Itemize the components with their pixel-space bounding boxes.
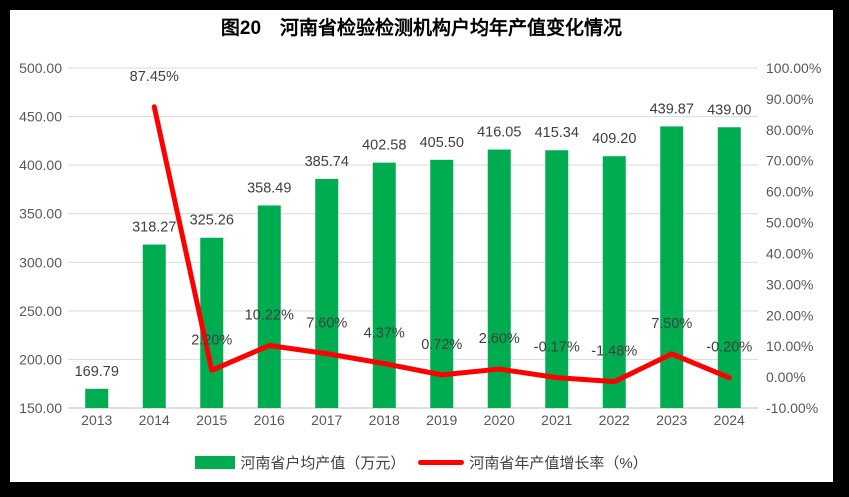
- combo-chart-plot: 500.00 450.00 400.00 350.00 300.00 250.00 200.…: [19, 60, 821, 428]
- legend-item-bar-series: 河南省户均产值（万元）: [195, 452, 405, 473]
- x-axis-label: 2020: [484, 412, 515, 428]
- bar-data-label-2024: 439.00: [707, 102, 751, 118]
- line-data-label-2021: -0.17%: [534, 340, 580, 356]
- right-axis-tick: 80.00%: [766, 122, 813, 138]
- x-axis-label: 2023: [656, 412, 687, 428]
- right-axis-tick: 0.00%: [766, 369, 806, 385]
- bar-2017: [315, 178, 339, 408]
- left-axis-tick: 400.00: [19, 157, 62, 173]
- x-axis-label: 2022: [599, 412, 630, 428]
- right-axis-tick: 10.00%: [766, 338, 813, 354]
- left-axis-tick: 300.00: [19, 254, 62, 270]
- line-data-label-2020: 2.60%: [479, 331, 520, 347]
- left-axis-tick: 150.00: [19, 400, 62, 416]
- bar-data-label-2017: 385.74: [305, 154, 349, 170]
- bar-data-label-2021: 415.34: [535, 125, 579, 141]
- bar-2018: [372, 162, 396, 408]
- x-axis-label: 2013: [81, 412, 112, 428]
- bar-2023: [660, 126, 684, 409]
- bar-2016: [257, 205, 281, 408]
- bar-2024: [717, 127, 741, 408]
- legend-label-line-series: 河南省年产值增长率（%）: [469, 455, 648, 472]
- x-axis-label: 2019: [426, 412, 457, 428]
- right-axis-tick: 70.00%: [766, 153, 813, 169]
- chart-canvas: 图20 河南省检验检测机构户均年产值变化情况 500.00 450.00 400.0…: [10, 10, 833, 482]
- line-data-label-2016: 10.22%: [245, 308, 294, 324]
- line-data-label-2023: 7.50%: [651, 316, 692, 332]
- bar-data-label-2019: 405.50: [420, 135, 464, 151]
- line-data-label-2018: 4.37%: [364, 326, 405, 342]
- x-axis-label: 2017: [311, 412, 342, 428]
- bar-data-label-2016: 358.49: [247, 180, 291, 196]
- x-axis-label: 2015: [196, 412, 227, 428]
- x-axis-label: 2014: [139, 412, 170, 428]
- right-axis-tick: 40.00%: [766, 245, 813, 261]
- legend: 河南省户均产值（万元） 河南省年产值增长率（%）: [10, 452, 833, 473]
- bar-data-label-2023: 439.87: [650, 101, 694, 117]
- right-axis-tick: -10.00%: [766, 400, 818, 416]
- line-data-label-2024: -0.20%: [706, 340, 752, 356]
- line-data-label-2015: 2.20%: [191, 332, 232, 348]
- right-axis-tick: 50.00%: [766, 215, 813, 231]
- line-data-label-2014: 87.45%: [130, 69, 179, 85]
- left-axis-tick: 200.00: [19, 351, 62, 367]
- legend-item-line-series: 河南省年产值增长率（%）: [418, 452, 648, 473]
- left-axis-tick: 250.00: [19, 303, 62, 319]
- bar-2021: [545, 150, 569, 408]
- bar-data-label-2015: 325.26: [190, 213, 234, 229]
- bar-2022: [602, 156, 626, 408]
- bar-series-swatch-icon: [195, 456, 236, 469]
- left-axis-tick: 450.00: [19, 109, 62, 125]
- bar-2014: [142, 244, 166, 408]
- bar-data-label-2022: 409.20: [592, 131, 636, 147]
- right-axis-tick: 60.00%: [766, 184, 813, 200]
- x-axis-label: 2024: [714, 412, 745, 428]
- line-data-label-2017: 7.60%: [306, 316, 347, 332]
- line-series-swatch-icon: [418, 460, 465, 465]
- bar-data-label-2014: 318.27: [132, 220, 176, 236]
- chart-title: 图20 河南省检验检测机构户均年产值变化情况: [220, 18, 623, 39]
- bar-2020: [487, 149, 511, 408]
- right-axis-tick: 30.00%: [766, 276, 813, 292]
- growth-rate-line: [151, 104, 732, 385]
- line-data-label-2019: 0.72%: [421, 337, 462, 353]
- right-axis-tick: 100.00%: [766, 60, 821, 76]
- left-axis-tick: 350.00: [19, 206, 62, 222]
- bar-data-label-2020: 416.05: [477, 125, 521, 141]
- left-axis-tick: 500.00: [19, 60, 62, 76]
- line-data-label-2022: -1.48%: [591, 344, 637, 360]
- right-axis-tick: 20.00%: [766, 307, 813, 323]
- bar-data-label-2013: 169.79: [75, 364, 119, 380]
- legend-label-bar-series: 河南省户均产值（万元）: [240, 455, 406, 472]
- bar-data-label-2018: 402.58: [362, 138, 406, 154]
- x-axis-label: 2021: [541, 412, 572, 428]
- right-axis-tick: 90.00%: [766, 91, 813, 107]
- x-axis-label: 2016: [254, 412, 285, 428]
- bar-2013: [85, 388, 109, 408]
- x-axis-label: 2018: [369, 412, 400, 428]
- bar-2019: [430, 159, 454, 408]
